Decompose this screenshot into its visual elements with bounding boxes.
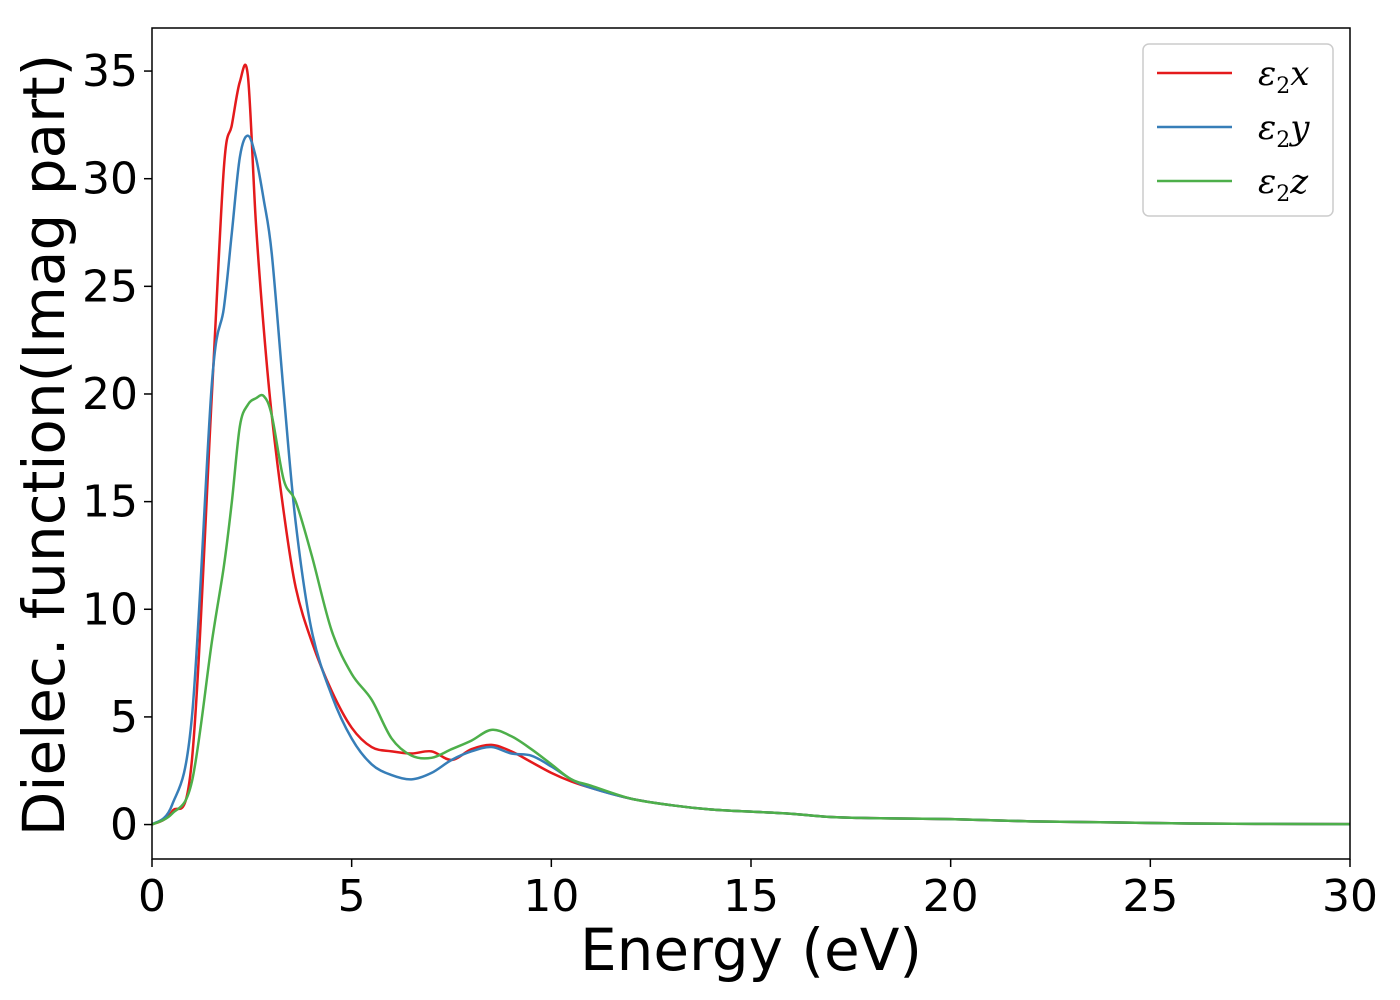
x-tick-label: 0 xyxy=(138,871,166,922)
y-tick-label: 0 xyxy=(110,800,138,851)
x-tick-label: 5 xyxy=(338,871,366,922)
y-axis-ticks: 0 5 10 15 20 25 30 35 xyxy=(82,46,152,851)
x-axis-ticks: 0 5 10 15 20 25 30 xyxy=(138,859,1378,922)
y-tick-label: 20 xyxy=(82,369,138,420)
legend-items: ε2x ε2y ε2z xyxy=(1157,54,1310,207)
y-axis-label: Dielec. function(Imag part) xyxy=(10,54,78,837)
y-tick-label: 10 xyxy=(82,584,138,635)
series-line-y xyxy=(151,134,1351,826)
y-tick-label: 15 xyxy=(82,477,138,528)
x-tick-label: 15 xyxy=(723,871,779,922)
x-tick-label: 20 xyxy=(923,871,979,922)
y-tick-label: 35 xyxy=(82,46,138,97)
x-tick-label: 25 xyxy=(1122,871,1178,922)
legend-box xyxy=(1142,43,1334,217)
series-layer xyxy=(151,63,1351,826)
y-tick-label: 5 xyxy=(110,692,138,743)
legend-label-y: ε2y xyxy=(1258,108,1310,153)
legend-label-x: ε2x xyxy=(1258,54,1309,99)
x-axis-label: Energy (eV) xyxy=(580,916,922,984)
x-tick-label: 30 xyxy=(1322,871,1378,922)
legend: ε2x ε2y ε2z xyxy=(1142,43,1334,217)
series-line-z xyxy=(151,393,1351,826)
y-tick-label: 25 xyxy=(82,261,138,312)
legend-label-z: ε2z xyxy=(1258,162,1309,207)
y-tick-label: 30 xyxy=(82,154,138,205)
x-tick-label: 10 xyxy=(523,871,579,922)
